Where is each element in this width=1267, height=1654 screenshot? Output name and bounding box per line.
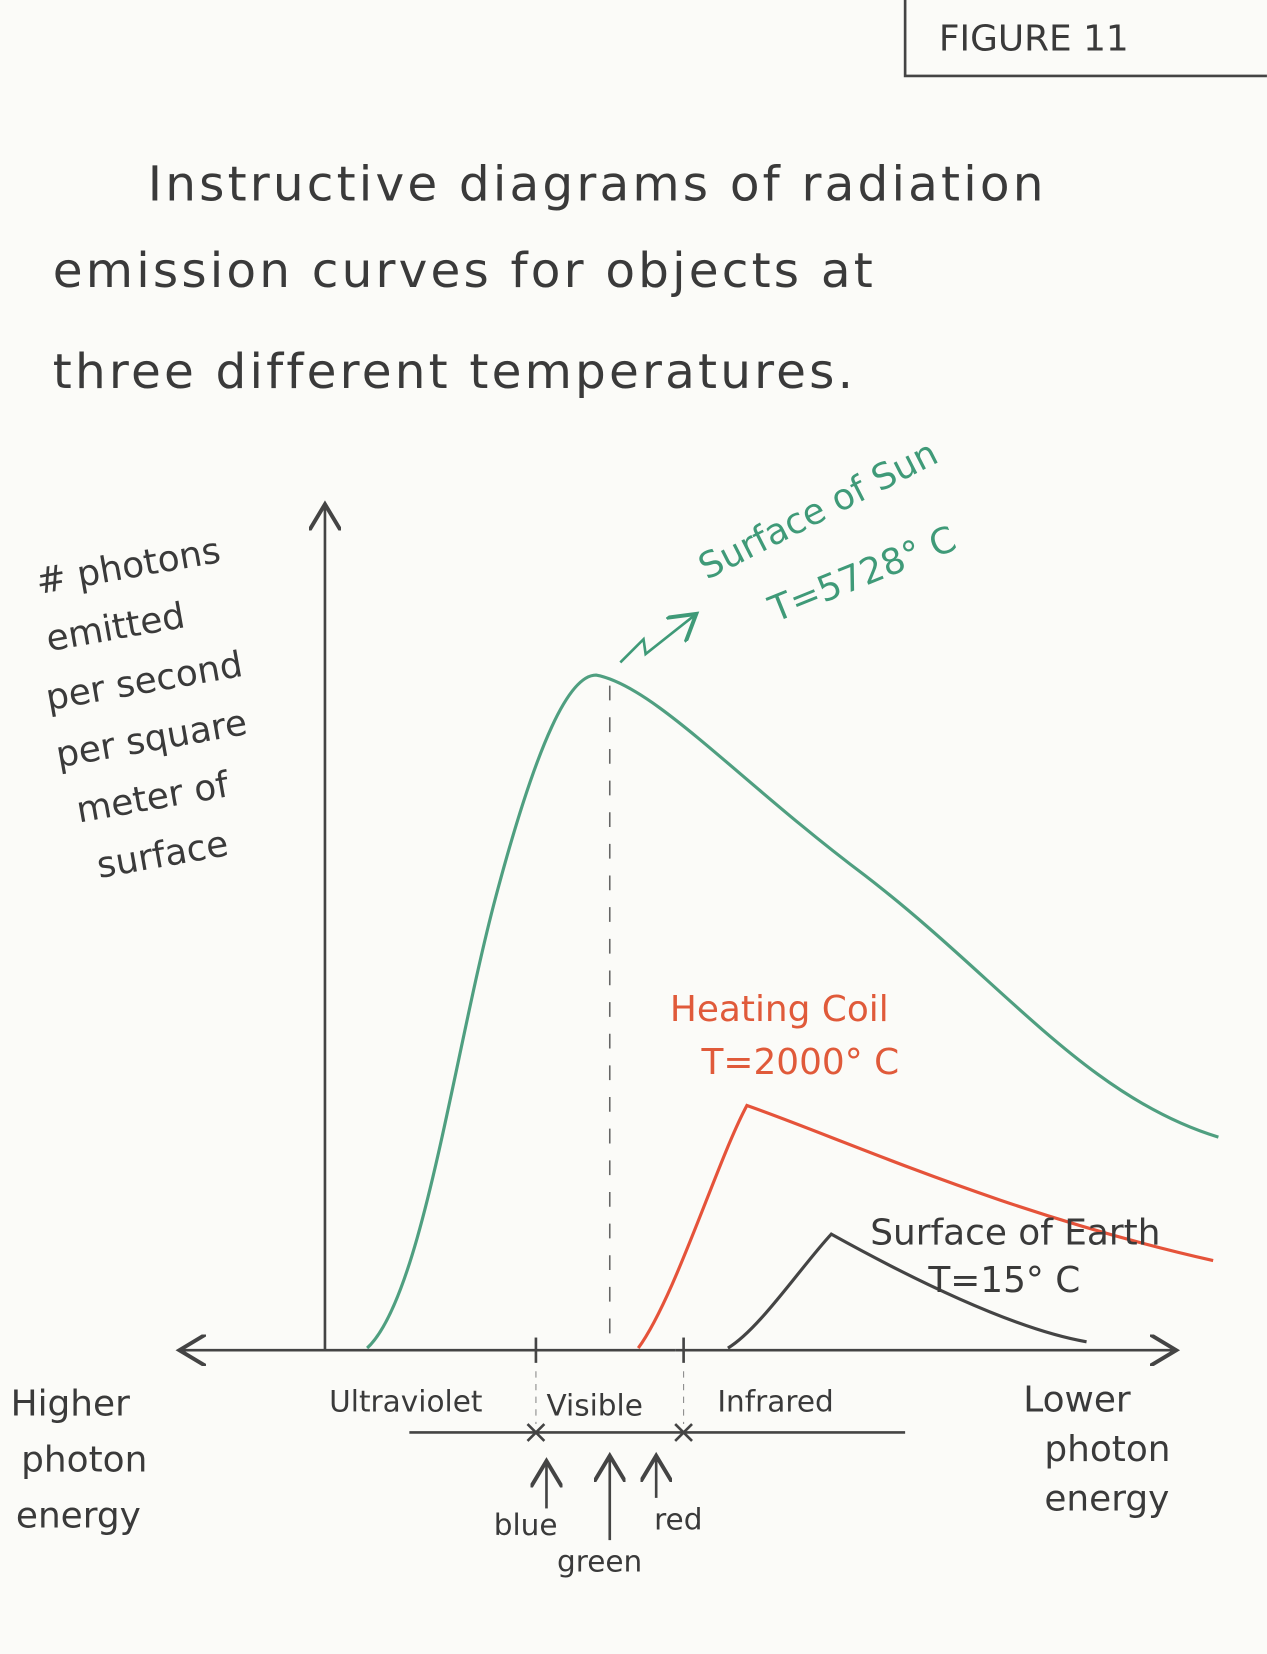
color-label: blue [494, 1508, 558, 1542]
curve-name: Surface of Earth [870, 1213, 1160, 1254]
title-line: Instructive diagrams of radiation [148, 156, 1047, 212]
color-label: green [557, 1545, 642, 1579]
y-label-line: # photons [33, 530, 224, 603]
right-label: photon [1044, 1429, 1170, 1470]
curve-temperature: T=2000° C [701, 1042, 900, 1083]
left-label: energy [16, 1495, 141, 1536]
title-line: three different temperatures. [53, 344, 856, 400]
y-label-line: emitted [43, 595, 188, 660]
title-line: emission curves for objects at [53, 243, 876, 299]
left-label: Higher [11, 1384, 130, 1425]
y-label-line: meter of [73, 764, 233, 831]
band-label: Infrared [717, 1384, 833, 1418]
right-label: energy [1044, 1479, 1169, 1520]
figure-label: FIGURE 11 [939, 19, 1129, 60]
figure-box [903, 0, 1267, 78]
y-axis-label: # photons emitted per second per square … [33, 530, 250, 887]
band-label: Ultraviolet [329, 1384, 482, 1418]
sun-curve [366, 673, 1219, 1350]
band-marks [526, 1423, 693, 1442]
curve-name: Heating Coil [670, 989, 889, 1030]
earth-curve [727, 1232, 1087, 1350]
band-label: Visible [546, 1389, 642, 1423]
color-label: red [654, 1503, 702, 1537]
coil-curve [636, 1103, 1214, 1350]
right-label: Lower [1023, 1379, 1131, 1420]
curve-temperature: T=15° C [927, 1260, 1080, 1301]
sun-pointer [619, 614, 696, 664]
left-label: photon [21, 1440, 147, 1481]
y-label-line: surface [94, 823, 232, 886]
